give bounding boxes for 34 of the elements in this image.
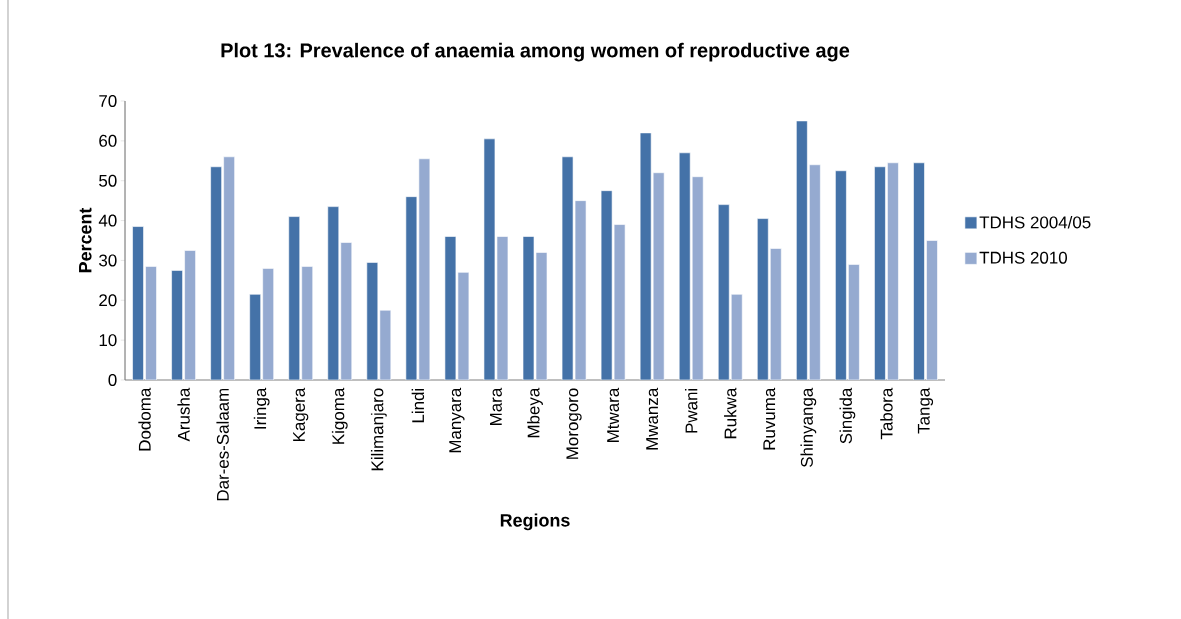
y-tick-label: 0 (108, 373, 117, 386)
x-tick-label: Rukwa (724, 387, 737, 439)
x-tick-label: Singida (839, 387, 856, 444)
x-tick-label: Dar-es-Salaam (216, 388, 229, 501)
y-tick-label: 30 (99, 254, 117, 267)
x-tick-label: Pwani (684, 388, 698, 433)
x-tick-label: Mwanza (646, 387, 659, 450)
x-axis-title: Regions (500, 513, 570, 531)
y-tick-label: 70 (99, 94, 117, 107)
x-tick-label: Mtwara (607, 387, 620, 442)
x-tick-label: Tabora (880, 387, 893, 440)
x-tick-label: Kagera (293, 387, 309, 441)
x-tick-label: Lindi (411, 388, 425, 423)
x-tick-label: Dodoma (138, 387, 151, 451)
x-tick-label: Tanga (917, 387, 934, 434)
x-tick-label: Morogoro (566, 388, 582, 459)
x-tick-label: Iringa (253, 387, 270, 429)
y-axis-title: Percent (79, 207, 92, 273)
y-tick-label: 40 (98, 214, 117, 227)
x-tick-label: Arusha (177, 387, 190, 442)
legend-label: TDHS 2004/05 (979, 215, 1091, 229)
x-tick-label: Shinyanga (800, 387, 817, 468)
y-tick-label: 60 (99, 134, 117, 147)
y-tick-label: 10 (99, 334, 117, 347)
x-tick-label: Kigoma (331, 387, 348, 444)
legend-label: TDHS 2010 (979, 251, 1067, 264)
x-tick-label: Kilimanjaro (370, 388, 387, 471)
x-tick-label: Mara (490, 387, 502, 425)
x-tick-label: Mbeya (527, 387, 543, 438)
x-tick-label: Ruvuma (763, 387, 776, 450)
y-tick-label: 50 (99, 174, 117, 187)
chart-title: Plot 13: Prevalence of anaemia among women of reproductive age (221, 42, 850, 62)
x-tick-label: Manyara (449, 387, 465, 453)
y-tick-label: 20 (99, 294, 117, 307)
